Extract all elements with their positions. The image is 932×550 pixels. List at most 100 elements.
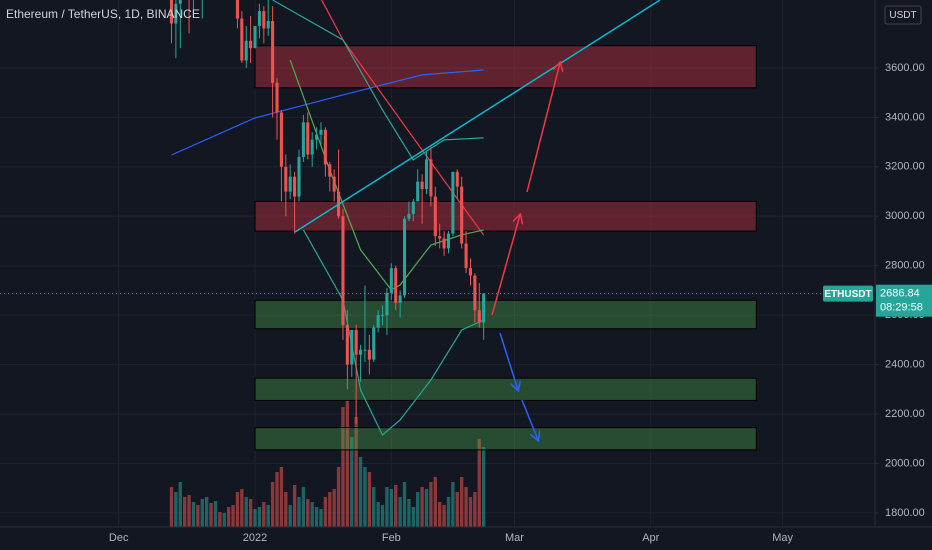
volume-bar [270, 482, 275, 527]
candle-body [178, 0, 182, 4]
candle-body [411, 201, 415, 214]
volume-bar [275, 472, 279, 527]
y-tick-label: 2000.00 [885, 457, 925, 469]
y-tick-label: 2800.00 [885, 260, 925, 272]
candle-body [293, 176, 297, 197]
volume-bar [231, 505, 235, 527]
volume-bar [332, 489, 336, 527]
trend-line [294, 0, 661, 233]
volume-bar [292, 485, 297, 527]
volume-bar [253, 509, 257, 527]
candle-body [323, 129, 327, 165]
candle-body [328, 164, 332, 177]
volume-bar [407, 499, 411, 527]
candle-body [420, 181, 424, 190]
candle-body [257, 11, 261, 26]
volume-bar [464, 487, 468, 527]
volume-bar [314, 507, 319, 527]
volume-bar [319, 509, 323, 527]
y-tick-label: 3600.00 [885, 62, 925, 74]
candle-body [446, 233, 451, 249]
volume-bar [350, 437, 354, 527]
x-tick-label: May [772, 532, 793, 544]
candle-body [477, 310, 481, 323]
x-tick-label: Apr [642, 532, 659, 544]
axes: 1800.002000.002200.002400.002600.002800.… [109, 62, 925, 544]
volume-bar [424, 489, 429, 527]
volume-bar [345, 400, 350, 527]
volume-bar [323, 497, 328, 527]
indicator-line [302, 229, 484, 436]
candle-body [402, 218, 407, 296]
candle-body [416, 181, 420, 202]
volume-bar [398, 497, 402, 527]
y-tick-label: 2400.00 [885, 358, 925, 370]
volume-bar [477, 439, 481, 527]
y-tick-label: 1800.00 [885, 507, 925, 519]
candle-body [284, 166, 288, 192]
indicator-line [320, 0, 485, 236]
volume-bar [442, 505, 446, 527]
candle-body [359, 349, 363, 355]
volume-bar [284, 492, 288, 527]
last-price-box [876, 284, 932, 317]
candle-body [429, 159, 433, 197]
volume-bar [380, 505, 385, 527]
volume-bar [341, 407, 345, 527]
candle-body [468, 268, 473, 276]
candle-layer [169, 0, 486, 424]
candle-body [455, 171, 459, 187]
volume-bar [411, 507, 415, 527]
countdown-label: 08:29:58 [880, 302, 923, 314]
volume-bar [213, 501, 218, 527]
volume-bar [336, 467, 341, 527]
x-tick-label: Mar [505, 532, 524, 544]
volume-bar [204, 497, 209, 527]
volume-bar [222, 513, 226, 527]
candle-body [376, 315, 380, 328]
volume-bar [218, 512, 222, 527]
candle-body [306, 122, 310, 155]
candle-body [271, 21, 275, 83]
candle-body [407, 213, 411, 219]
candle-body [310, 139, 314, 155]
volume-bar [310, 502, 314, 527]
volume-bar [451, 482, 455, 527]
volume-bar [354, 417, 358, 527]
volume-bar [191, 502, 196, 527]
x-tick-label: Feb [382, 532, 401, 544]
currency-label: USDT [889, 10, 916, 21]
arrow [499, 332, 518, 390]
candle-body [398, 295, 402, 303]
candle-body [433, 196, 437, 237]
volume-bar [297, 497, 301, 527]
candle-body [332, 176, 336, 192]
y-tick-label: 3200.00 [885, 161, 925, 173]
candle-body [460, 186, 464, 244]
volume-bar [402, 482, 407, 527]
x-tick-label: Dec [109, 532, 129, 544]
currency-box[interactable] [884, 5, 922, 25]
volume-bar [235, 492, 240, 527]
volume-bar [244, 497, 248, 527]
volume-bar [306, 499, 310, 527]
volume-bar [279, 467, 284, 527]
indicator-line [171, 69, 484, 156]
last-price-label: 2686.84 [880, 288, 920, 300]
volume-layer [169, 400, 486, 527]
zone [254, 299, 757, 330]
volume-bar [328, 492, 332, 527]
candle-body [319, 129, 323, 135]
volume-bar [174, 492, 178, 527]
volume-bar [367, 472, 372, 527]
candle-body [275, 82, 279, 113]
volume-bar [363, 467, 367, 527]
volume-bar [433, 477, 437, 527]
x-tick-label: 2022 [243, 532, 267, 544]
candle-body [354, 329, 358, 355]
volume-bar [473, 492, 477, 527]
volume-bar [266, 505, 270, 527]
volume-bar [394, 485, 398, 527]
candle-body [262, 11, 266, 29]
